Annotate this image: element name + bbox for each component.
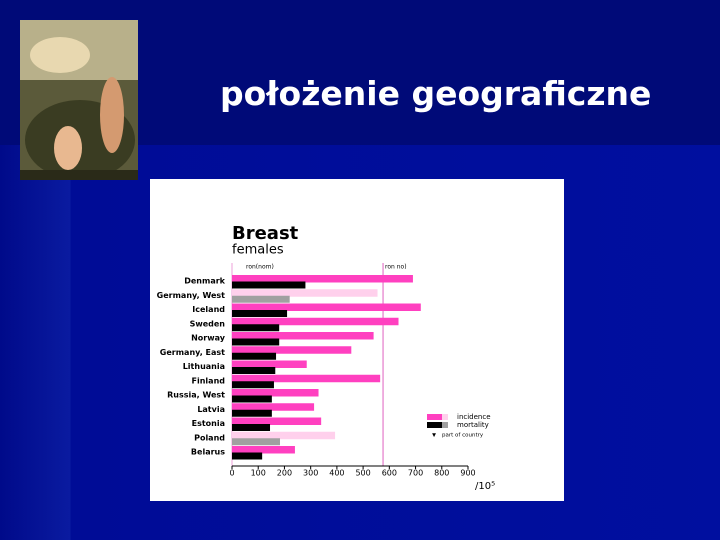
- mortality-bar: [232, 424, 271, 431]
- x-tick-label: 300: [303, 469, 318, 478]
- x-tick-label: 100: [251, 469, 266, 478]
- mortality-bar: [232, 352, 277, 360]
- mortality-bar: [232, 395, 272, 403]
- incidence-bar: [232, 346, 352, 354]
- legend-marker: ▼: [432, 433, 436, 439]
- reference-label: ron no): [385, 264, 407, 271]
- y-tick-label: Germany, East: [160, 348, 225, 357]
- y-tick-label: Belarus: [191, 448, 225, 457]
- incidence-bar: [232, 303, 421, 311]
- incidence-bar: [232, 389, 319, 397]
- incidence-bar: [232, 446, 295, 454]
- chart-title: Breast: [232, 223, 299, 244]
- legend-part-label: part of country: [442, 433, 484, 439]
- mortality-bar: [232, 310, 288, 317]
- legend-swatch: [427, 414, 442, 420]
- incidence-bar: [232, 360, 307, 368]
- x-tick-label: 900: [460, 469, 475, 478]
- x-tick-label: 700: [408, 469, 423, 478]
- x-tick-label: 500: [355, 469, 370, 478]
- x-tick-label: 600: [382, 469, 397, 478]
- x-tick-label: 400: [329, 469, 344, 478]
- y-tick-label: Denmark: [184, 277, 225, 286]
- y-tick-label: Iceland: [192, 305, 225, 314]
- incidence-bar: [232, 431, 336, 440]
- incidence-bar: [232, 417, 322, 425]
- mortality-bar: [232, 452, 263, 460]
- mortality-bar: [232, 295, 290, 303]
- y-tick-label: Sweden: [190, 319, 226, 328]
- mortality-bar: [232, 324, 280, 332]
- chart-panel: Breast females ron(nom) ron no) 0 100 200 300…: [150, 179, 564, 505]
- y-tick-label: Poland: [194, 433, 225, 442]
- painting: [20, 20, 138, 180]
- y-tick-label: Latvia: [197, 405, 225, 414]
- x-tick-label: 200: [277, 469, 292, 478]
- y-tick-label: Estonia: [192, 419, 225, 428]
- mortality-bar: [232, 381, 274, 389]
- mortality-bar: [232, 367, 276, 374]
- legend-part-swatch: [442, 414, 448, 420]
- incidence-bar: [232, 289, 378, 297]
- y-tick-label: Germany, West: [157, 291, 226, 300]
- mortality-bar: [232, 281, 306, 289]
- slide-title: położenie geograficzne: [220, 74, 652, 113]
- legend-label: incidence: [457, 413, 491, 421]
- chart-subtitle: females: [232, 243, 284, 258]
- legend-label: mortality: [457, 421, 489, 429]
- y-tick-label: Norway: [191, 334, 226, 343]
- y-tick-label: Finland: [192, 376, 226, 385]
- mortality-bar: [232, 338, 280, 346]
- x-unit-label: /10⁵: [475, 481, 495, 492]
- incidence-bar: [232, 275, 413, 283]
- chart: Breast females ron(nom) ron no) 0 100 200 300…: [150, 179, 564, 501]
- y-tick-label: Lithuania: [183, 362, 225, 371]
- legend-swatch: [427, 422, 442, 428]
- incidence-bar: [232, 332, 374, 340]
- mortality-bar: [232, 438, 280, 446]
- axis-note: ron(nom): [246, 264, 274, 271]
- mortality-bar: [232, 409, 272, 417]
- y-tick-label: Russia, West: [167, 391, 225, 400]
- chart-background: [150, 179, 564, 501]
- incidence-bar: [232, 403, 315, 411]
- legend-part-swatch: [442, 422, 448, 428]
- incidence-bar: [232, 317, 399, 326]
- x-tick-label: 0: [229, 469, 234, 478]
- incidence-bar: [232, 374, 381, 383]
- x-tick-label: 800: [434, 469, 449, 478]
